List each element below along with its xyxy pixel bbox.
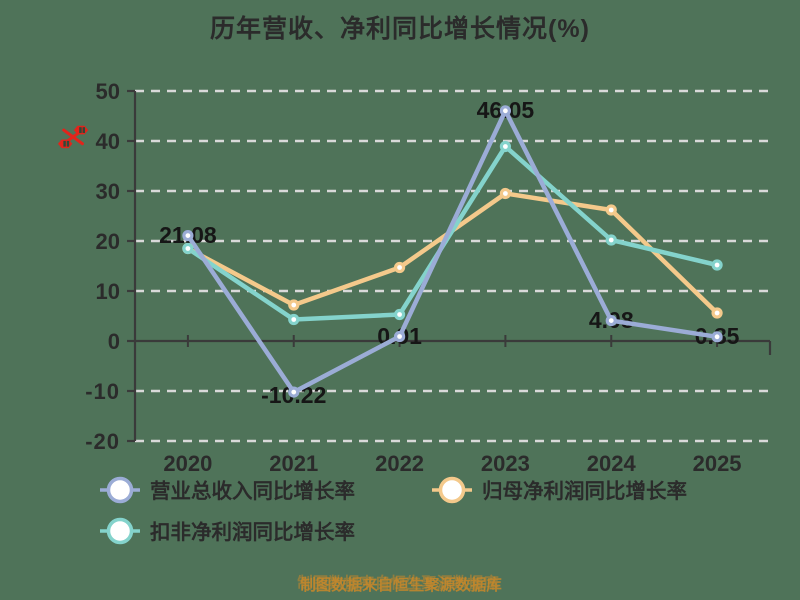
svg-text:30: 30 (96, 179, 120, 204)
svg-text:40: 40 (96, 129, 120, 154)
svg-text:-20: -20 (85, 429, 120, 454)
svg-text:2025: 2025 (693, 451, 742, 476)
svg-text:-10: -10 (85, 379, 120, 404)
svg-text:2024: 2024 (587, 451, 637, 476)
svg-text:2022: 2022 (375, 451, 424, 476)
svg-text:50: 50 (96, 79, 120, 104)
svg-text:制图数据来自恒生聚源数据库: 制图数据来自恒生聚源数据库 (300, 575, 502, 594)
svg-text:20: 20 (96, 229, 120, 254)
svg-text:扣非净利润同比增长率: 扣非净利润同比增长率 (150, 520, 355, 544)
svg-text:0: 0 (108, 329, 120, 354)
svg-text:2020: 2020 (163, 451, 212, 476)
svg-text:营业总收入同比增长率: 营业总收入同比增长率 (150, 479, 355, 503)
svg-text:2023: 2023 (481, 451, 530, 476)
svg-text:2021: 2021 (269, 451, 318, 476)
svg-text:归母净利润同比增长率: 归母净利润同比增长率 (482, 479, 687, 503)
svg-text:10: 10 (96, 279, 120, 304)
